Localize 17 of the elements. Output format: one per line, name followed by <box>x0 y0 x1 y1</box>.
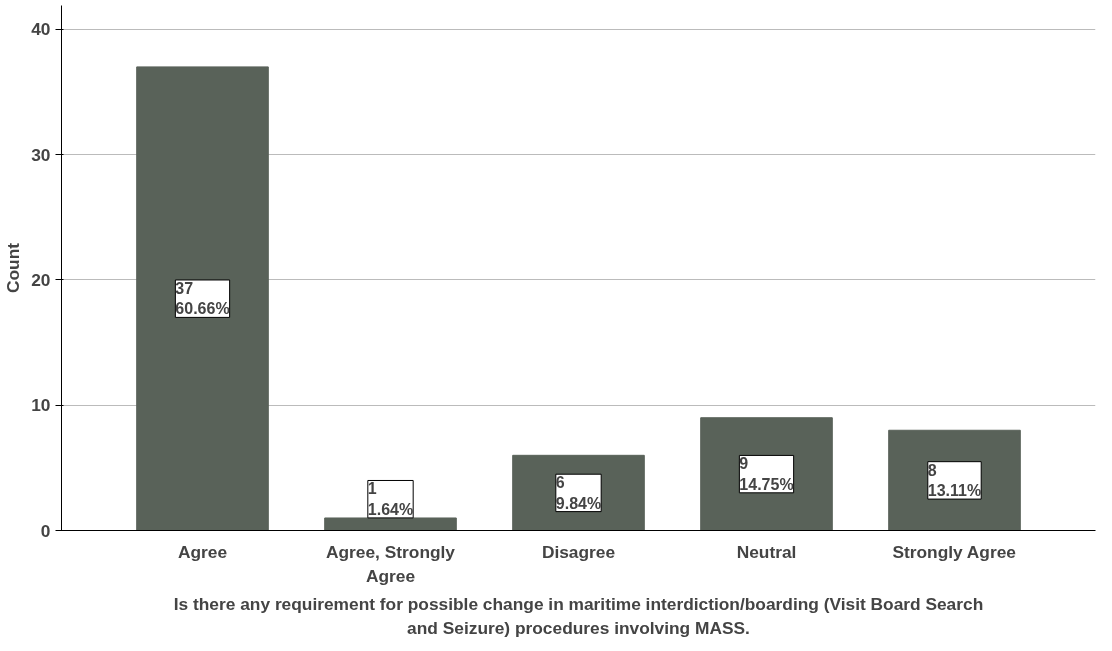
x-axis-title: Is there any requirement for possible change in maritime interdiction/boarding (Visit Board Search and Seizure) procedures involving MASS. <box>173 593 984 638</box>
y-tick-label: 10 <box>31 395 51 416</box>
data-label: 6 9.84% <box>555 474 602 512</box>
x-tick-label: Disagree <box>541 541 616 562</box>
y-tick-label: 20 <box>31 269 51 290</box>
x-tick-label: Agree <box>177 541 228 562</box>
y-tick-label: 30 <box>31 144 51 165</box>
x-tick-label: Strongly Agree <box>892 541 1017 562</box>
bar <box>136 66 269 531</box>
data-label: 1 1.64% <box>367 480 414 518</box>
x-tick-label: Agree, Strongly Agree <box>325 541 456 586</box>
y-tick-label: 0 <box>40 520 51 541</box>
y-tick-label: 40 <box>31 19 51 40</box>
x-tick-label: Neutral <box>736 541 797 562</box>
data-label: 8 13.11% <box>927 461 982 500</box>
bar <box>324 517 457 531</box>
y-axis-title: Count <box>3 242 24 294</box>
